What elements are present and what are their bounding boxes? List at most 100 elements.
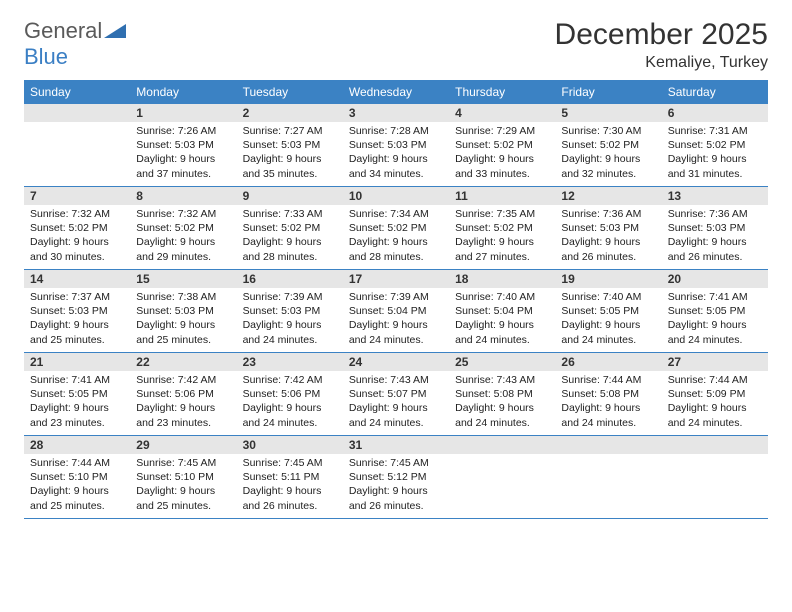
sunset-text: Sunset: 5:06 PM	[243, 387, 337, 401]
daylight-text: Daylight: 9 hours and 35 minutes.	[243, 152, 337, 180]
day-header: Sunday	[24, 80, 130, 104]
sunrise-text: Sunrise: 7:45 AM	[349, 456, 443, 470]
sunrise-text: Sunrise: 7:44 AM	[30, 456, 124, 470]
day-body: Sunrise: 7:34 AMSunset: 5:02 PMDaylight:…	[343, 205, 449, 268]
day-number: 11	[449, 187, 555, 205]
day-body: Sunrise: 7:39 AMSunset: 5:04 PMDaylight:…	[343, 288, 449, 351]
sunset-text: Sunset: 5:09 PM	[668, 387, 762, 401]
sunset-text: Sunset: 5:02 PM	[349, 221, 443, 235]
day-cell: 20Sunrise: 7:41 AMSunset: 5:05 PMDayligh…	[662, 270, 768, 352]
sunset-text: Sunset: 5:02 PM	[561, 138, 655, 152]
day-body: Sunrise: 7:41 AMSunset: 5:05 PMDaylight:…	[662, 288, 768, 351]
day-number: 29	[130, 436, 236, 454]
day-number: 4	[449, 104, 555, 122]
day-cell: 5Sunrise: 7:30 AMSunset: 5:02 PMDaylight…	[555, 104, 661, 186]
sunrise-text: Sunrise: 7:27 AM	[243, 124, 337, 138]
day-body: Sunrise: 7:44 AMSunset: 5:10 PMDaylight:…	[24, 454, 130, 517]
day-number: 9	[237, 187, 343, 205]
sunrise-text: Sunrise: 7:42 AM	[136, 373, 230, 387]
day-number: 16	[237, 270, 343, 288]
day-body: Sunrise: 7:28 AMSunset: 5:03 PMDaylight:…	[343, 122, 449, 185]
day-number: 3	[343, 104, 449, 122]
day-number: 22	[130, 353, 236, 371]
day-number: 30	[237, 436, 343, 454]
day-cell: 15Sunrise: 7:38 AMSunset: 5:03 PMDayligh…	[130, 270, 236, 352]
header: GeneralBlue December 2025 Kemaliye, Turk…	[24, 18, 768, 72]
sunrise-text: Sunrise: 7:29 AM	[455, 124, 549, 138]
sunrise-text: Sunrise: 7:36 AM	[668, 207, 762, 221]
title-block: December 2025 Kemaliye, Turkey	[555, 18, 768, 72]
sunrise-text: Sunrise: 7:33 AM	[243, 207, 337, 221]
sunrise-text: Sunrise: 7:41 AM	[668, 290, 762, 304]
sunset-text: Sunset: 5:04 PM	[455, 304, 549, 318]
day-cell: 3Sunrise: 7:28 AMSunset: 5:03 PMDaylight…	[343, 104, 449, 186]
day-cell: 18Sunrise: 7:40 AMSunset: 5:04 PMDayligh…	[449, 270, 555, 352]
day-cell: 1Sunrise: 7:26 AMSunset: 5:03 PMDaylight…	[130, 104, 236, 186]
day-body: Sunrise: 7:45 AMSunset: 5:11 PMDaylight:…	[237, 454, 343, 517]
day-header: Saturday	[662, 80, 768, 104]
day-cell: 30Sunrise: 7:45 AMSunset: 5:11 PMDayligh…	[237, 436, 343, 518]
day-header: Thursday	[449, 80, 555, 104]
sunrise-text: Sunrise: 7:41 AM	[30, 373, 124, 387]
sunrise-text: Sunrise: 7:39 AM	[349, 290, 443, 304]
day-body: Sunrise: 7:31 AMSunset: 5:02 PMDaylight:…	[662, 122, 768, 185]
day-body: Sunrise: 7:29 AMSunset: 5:02 PMDaylight:…	[449, 122, 555, 185]
day-cell: 24Sunrise: 7:43 AMSunset: 5:07 PMDayligh…	[343, 353, 449, 435]
daylight-text: Daylight: 9 hours and 24 minutes.	[561, 318, 655, 346]
sunrise-text: Sunrise: 7:39 AM	[243, 290, 337, 304]
day-number: 14	[24, 270, 130, 288]
sunrise-text: Sunrise: 7:35 AM	[455, 207, 549, 221]
day-number	[24, 104, 130, 122]
sunrise-text: Sunrise: 7:36 AM	[561, 207, 655, 221]
sunset-text: Sunset: 5:02 PM	[136, 221, 230, 235]
day-body: Sunrise: 7:32 AMSunset: 5:02 PMDaylight:…	[24, 205, 130, 268]
day-cell	[24, 104, 130, 186]
day-cell: 19Sunrise: 7:40 AMSunset: 5:05 PMDayligh…	[555, 270, 661, 352]
sunrise-text: Sunrise: 7:44 AM	[668, 373, 762, 387]
sunrise-text: Sunrise: 7:28 AM	[349, 124, 443, 138]
sunrise-text: Sunrise: 7:34 AM	[349, 207, 443, 221]
day-number: 28	[24, 436, 130, 454]
daylight-text: Daylight: 9 hours and 25 minutes.	[136, 484, 230, 512]
sunset-text: Sunset: 5:10 PM	[30, 470, 124, 484]
week-row: 21Sunrise: 7:41 AMSunset: 5:05 PMDayligh…	[24, 353, 768, 436]
logo-triangle-icon	[104, 18, 126, 44]
sunset-text: Sunset: 5:06 PM	[136, 387, 230, 401]
daylight-text: Daylight: 9 hours and 24 minutes.	[668, 318, 762, 346]
sunrise-text: Sunrise: 7:43 AM	[349, 373, 443, 387]
logo-text: GeneralBlue	[24, 18, 126, 70]
daylight-text: Daylight: 9 hours and 28 minutes.	[243, 235, 337, 263]
daylight-text: Daylight: 9 hours and 31 minutes.	[668, 152, 762, 180]
sunset-text: Sunset: 5:03 PM	[561, 221, 655, 235]
day-body: Sunrise: 7:32 AMSunset: 5:02 PMDaylight:…	[130, 205, 236, 268]
sunset-text: Sunset: 5:03 PM	[30, 304, 124, 318]
day-number: 24	[343, 353, 449, 371]
day-body: Sunrise: 7:44 AMSunset: 5:09 PMDaylight:…	[662, 371, 768, 434]
daylight-text: Daylight: 9 hours and 25 minutes.	[136, 318, 230, 346]
day-cell: 23Sunrise: 7:42 AMSunset: 5:06 PMDayligh…	[237, 353, 343, 435]
daylight-text: Daylight: 9 hours and 24 minutes.	[455, 401, 549, 429]
day-number: 7	[24, 187, 130, 205]
week-row: 7Sunrise: 7:32 AMSunset: 5:02 PMDaylight…	[24, 187, 768, 270]
sunset-text: Sunset: 5:03 PM	[136, 304, 230, 318]
sunrise-text: Sunrise: 7:38 AM	[136, 290, 230, 304]
daylight-text: Daylight: 9 hours and 28 minutes.	[349, 235, 443, 263]
daylight-text: Daylight: 9 hours and 23 minutes.	[30, 401, 124, 429]
day-number: 10	[343, 187, 449, 205]
daylight-text: Daylight: 9 hours and 24 minutes.	[455, 318, 549, 346]
day-number: 20	[662, 270, 768, 288]
day-body: Sunrise: 7:42 AMSunset: 5:06 PMDaylight:…	[130, 371, 236, 434]
daylight-text: Daylight: 9 hours and 24 minutes.	[561, 401, 655, 429]
daylight-text: Daylight: 9 hours and 26 minutes.	[349, 484, 443, 512]
day-cell	[449, 436, 555, 518]
day-body: Sunrise: 7:40 AMSunset: 5:04 PMDaylight:…	[449, 288, 555, 351]
day-number: 5	[555, 104, 661, 122]
day-number: 25	[449, 353, 555, 371]
day-number: 17	[343, 270, 449, 288]
day-body: Sunrise: 7:36 AMSunset: 5:03 PMDaylight:…	[555, 205, 661, 268]
day-cell: 6Sunrise: 7:31 AMSunset: 5:02 PMDaylight…	[662, 104, 768, 186]
sunrise-text: Sunrise: 7:32 AM	[136, 207, 230, 221]
sunset-text: Sunset: 5:04 PM	[349, 304, 443, 318]
daylight-text: Daylight: 9 hours and 29 minutes.	[136, 235, 230, 263]
sunrise-text: Sunrise: 7:40 AM	[455, 290, 549, 304]
